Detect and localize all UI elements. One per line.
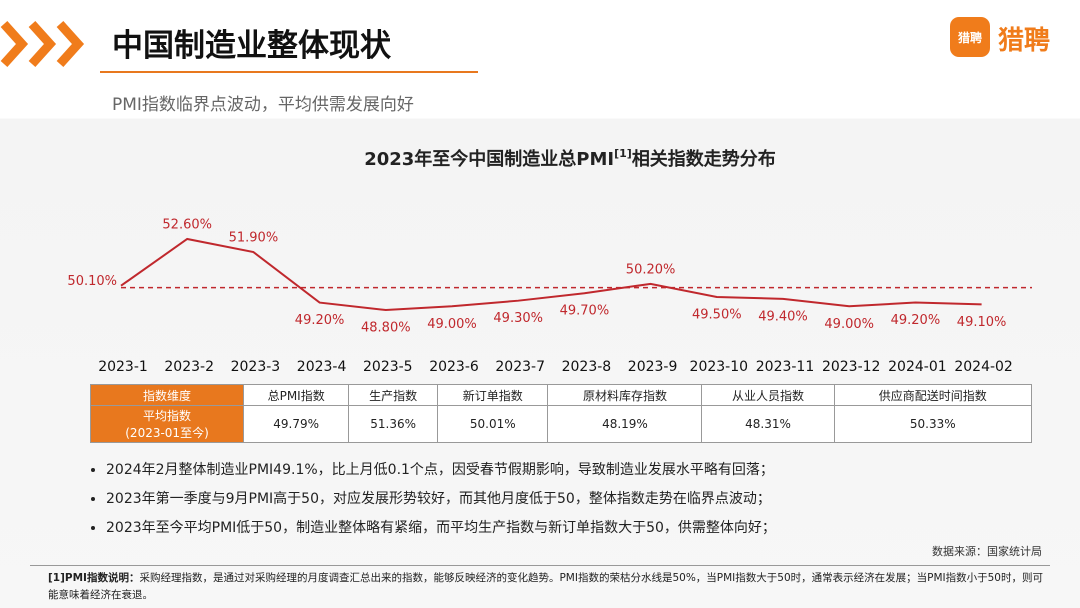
- table-value-row: 平均指数 (2023-01至今) 49.79% 51.36% 50.01% 48.19% 4…: [89, 405, 1033, 443]
- footnote-label: [1]PMI指数说明：: [48, 572, 140, 584]
- data-label: 52.60%: [162, 217, 212, 232]
- data-label: 49.50%: [692, 307, 742, 322]
- x-tick-label: 2023-2: [164, 359, 214, 375]
- header-cell: 指数维度: [89, 384, 245, 406]
- x-tick-label: 2023-11: [756, 359, 815, 375]
- bullets: 2024年2月整体制造业PMI49.1%，比上月低0.1个点，因受春节假期影响，…: [88, 458, 776, 545]
- bullet: 2024年2月整体制造业PMI49.1%，比上月低0.1个点，因受春节假期影响，…: [106, 458, 776, 487]
- x-tick-label: 2023-1: [98, 359, 148, 375]
- x-tick-label: 2023-3: [231, 359, 281, 375]
- x-tick-label: 2023-4: [297, 359, 347, 375]
- data-label: 49.10%: [957, 315, 1007, 330]
- page-subtitle: PMI指数临界点波动，平均供需发展向好: [112, 95, 414, 115]
- x-tick-label: 2023-6: [429, 359, 479, 375]
- bullet: 2023年至今平均PMI低于50，制造业整体略有紧缩，而平均生产指数与新订单指数…: [106, 516, 776, 545]
- header-cell: 新订单指数: [437, 384, 549, 406]
- value-cell: 50.33%: [833, 405, 1033, 443]
- value-cell: 51.36%: [348, 405, 439, 443]
- chart-title: 2023年至今中国制造业总PMI[1]相关指数走势分布: [364, 147, 776, 170]
- x-tick-label: 2023-7: [495, 359, 545, 375]
- bullet: 2023年第一季度与9月PMI高于50，对应发展形势较好，而其他月度低于50，整…: [106, 487, 776, 516]
- table-header-row: 指数维度 总PMI指数 生产指数 新订单指数 原材料库存指数 从业人员指数 供应商配送时间指…: [89, 384, 1033, 406]
- chart-title-main: 2023年至今中国制造业总PMI: [364, 148, 614, 170]
- chart-title-suffix: 相关指数走势分布: [632, 148, 776, 170]
- x-tick-label: 2023-9: [628, 359, 678, 375]
- row-label-cell: 平均指数 (2023-01至今): [89, 405, 245, 443]
- value-cell: 48.19%: [547, 405, 703, 443]
- footnote-text: 采购经理指数，是通过对采购经理的月度调查汇总出来的指数，能够反映经济的变化趋势。…: [48, 572, 1043, 601]
- header-cell: 供应商配送时间指数: [833, 384, 1033, 406]
- x-tick-label: 2023-5: [363, 359, 413, 375]
- x-tick-label: 2023-8: [562, 359, 612, 375]
- value-cell: 49.79%: [243, 405, 350, 443]
- source: 数据来源：国家统计局: [932, 545, 1042, 558]
- row-label-line: 平均指数: [143, 409, 192, 423]
- pmi-line: [120, 237, 982, 312]
- header-cell: 总PMI指数: [243, 384, 350, 406]
- data-label: 49.20%: [295, 313, 345, 328]
- x-tick-label: 2024-02: [954, 359, 1013, 375]
- header-cell: 从业人员指数: [701, 384, 835, 406]
- page-title: 中国制造业整体现状: [112, 28, 391, 64]
- data-label: 49.00%: [824, 317, 874, 332]
- title-underline: [100, 71, 478, 73]
- data-label: 49.00%: [427, 317, 477, 332]
- data-label: 49.20%: [891, 313, 941, 328]
- row-label-line: (2023-01至今): [125, 426, 209, 440]
- summary-table: 指数维度 总PMI指数 生产指数 新订单指数 原材料库存指数 从业人员指数 供应商配送时间指…: [89, 384, 1033, 443]
- chevrons: [0, 20, 85, 68]
- data-label: 48.80%: [361, 321, 411, 336]
- header-cell: 生产指数: [348, 384, 439, 406]
- data-label: 50.10%: [67, 274, 117, 289]
- x-tick-label: 2023-12: [822, 359, 881, 375]
- data-label: 49.40%: [758, 309, 808, 324]
- data-label: 49.30%: [493, 311, 543, 326]
- data-label: 51.90%: [229, 231, 279, 246]
- x-tick-label: 2023-10: [690, 359, 749, 375]
- logo-text: 猎聘: [998, 26, 1051, 56]
- value-cell: 50.01%: [437, 405, 549, 443]
- data-label: 50.20%: [626, 262, 676, 277]
- footnote: [1]PMI指数说明：采购经理指数，是通过对采购经理的月度调查汇总出来的指数，能…: [48, 570, 1048, 604]
- data-label: 49.70%: [560, 304, 610, 319]
- logo-icon: 猎聘: [950, 17, 990, 57]
- chart: 2023年至今中国制造业总PMI[1]相关指数走势分布 2023-1 50.10%…: [67, 147, 1032, 375]
- x-tick-label: 2024-01: [888, 359, 947, 375]
- separator: [30, 565, 1050, 566]
- chart-title-sup: [1]: [614, 147, 632, 160]
- header-cell: 原材料库存指数: [547, 384, 703, 406]
- value-cell: 48.31%: [701, 405, 835, 443]
